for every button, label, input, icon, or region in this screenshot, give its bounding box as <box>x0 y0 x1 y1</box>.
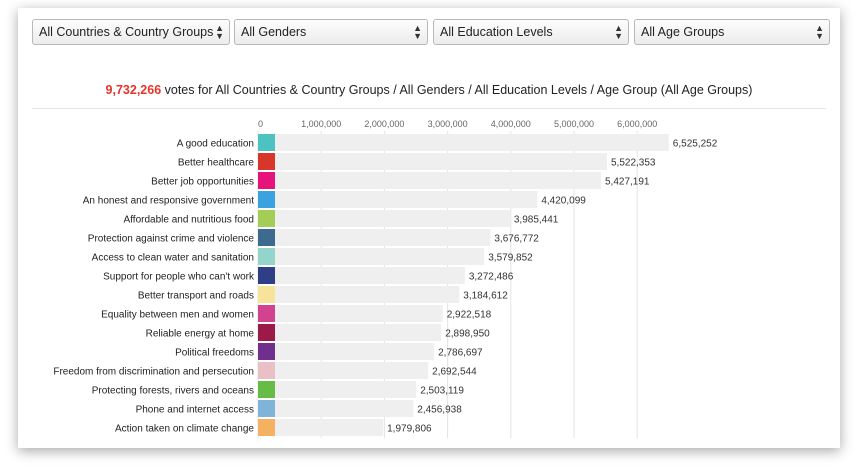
vote-count: 9,732,266 <box>105 83 162 97</box>
value-label: 2,503,119 <box>420 386 464 397</box>
value-label: 5,522,353 <box>611 158 656 169</box>
category-label: Better transport and roads <box>138 291 254 302</box>
bar <box>258 229 491 246</box>
bar-color-swatch <box>258 381 275 398</box>
x-tick-label: 5,000,000 <box>554 119 594 129</box>
x-tick-label: 1,000,000 <box>301 119 341 129</box>
bar <box>258 210 510 227</box>
bar <box>258 305 443 322</box>
bar <box>258 286 460 303</box>
bar-color-swatch <box>258 153 275 170</box>
bar-color-swatch <box>258 267 275 284</box>
category-label: Better job opportunities <box>151 177 254 188</box>
bar-color-swatch <box>258 210 275 227</box>
bar-color-swatch <box>258 362 275 379</box>
bar <box>258 191 538 208</box>
bar <box>258 381 417 398</box>
bar <box>258 419 384 436</box>
value-label: 2,456,938 <box>417 405 462 416</box>
bar-chart: 0 1,000,000 2,000,000 3,000,000 4,000,000 5,0… <box>53 119 718 438</box>
category-label: Equality between men and women <box>101 310 254 321</box>
bar <box>258 343 435 360</box>
value-label: 2,786,697 <box>438 348 483 359</box>
category-label: An honest and responsive government <box>83 196 254 207</box>
value-label: 6,525,252 <box>673 139 718 150</box>
bar <box>258 134 669 151</box>
x-tick-label: 3,000,000 <box>428 119 468 129</box>
x-tick-label: 0 <box>258 119 263 129</box>
vote-summary-text: votes for All Countries & Country Groups… <box>161 83 753 97</box>
bar <box>258 248 485 265</box>
country-select[interactable]: All Countries & Country Groups ▲ ▼ <box>32 19 230 45</box>
bar-color-swatch <box>258 324 275 341</box>
category-label: Better healthcare <box>178 158 255 169</box>
value-label: 3,184,612 <box>463 291 508 302</box>
select-arrows-icon: ▲ ▼ <box>614 23 623 41</box>
select-arrows-icon: ▲ ▼ <box>215 23 224 41</box>
value-label: 2,922,518 <box>447 310 492 321</box>
value-label: 2,898,950 <box>445 329 490 340</box>
education-select-value: All Education Levels <box>440 25 553 39</box>
bar <box>258 153 608 170</box>
value-label: 3,272,486 <box>469 272 514 283</box>
select-arrows-icon: ▲ ▼ <box>413 23 422 41</box>
divider <box>32 108 826 109</box>
gender-select-value: All Genders <box>241 25 307 39</box>
bar-color-swatch <box>258 172 275 189</box>
bar <box>258 362 429 379</box>
category-label: Affordable and nutritious food <box>124 215 254 226</box>
value-label: 3,676,772 <box>494 234 539 245</box>
bar <box>258 400 414 417</box>
age-select[interactable]: All Age Groups ▲ ▼ <box>634 19 830 45</box>
value-label: 2,692,544 <box>432 367 477 378</box>
category-label: Political freedoms <box>175 348 254 359</box>
vote-summary: 9,732,266 votes for All Countries & Coun… <box>18 83 840 97</box>
x-tick-label: 2,000,000 <box>364 119 404 129</box>
value-label: 5,427,191 <box>605 177 650 188</box>
x-tick-label: 4,000,000 <box>491 119 531 129</box>
age-select-value: All Age Groups <box>641 25 725 39</box>
gender-select[interactable]: All Genders ▲ ▼ <box>234 19 428 45</box>
category-label: Protection against crime and violence <box>88 234 255 245</box>
value-label: 4,420,099 <box>541 196 586 207</box>
bar-color-swatch <box>258 343 275 360</box>
bar-color-swatch <box>258 286 275 303</box>
education-select[interactable]: All Education Levels ▲ ▼ <box>433 19 629 45</box>
bar <box>258 267 465 284</box>
country-select-value: All Countries & Country Groups <box>39 25 214 39</box>
bar <box>258 324 442 341</box>
category-label: Support for people who can't work <box>103 272 255 283</box>
x-tick-label: 6,000,000 <box>617 119 657 129</box>
bar-color-swatch <box>258 419 275 436</box>
category-label: Action taken on climate change <box>115 424 254 435</box>
bar <box>258 172 601 189</box>
select-arrows-icon: ▲ ▼ <box>815 23 824 41</box>
bar-color-swatch <box>258 229 275 246</box>
bar-color-swatch <box>258 400 275 417</box>
category-label: Access to clean water and sanitation <box>92 253 254 264</box>
category-label: Freedom from discrimination and persecut… <box>53 367 254 378</box>
value-label: 1,979,806 <box>387 424 432 435</box>
bar-color-swatch <box>258 305 275 322</box>
value-label: 3,579,852 <box>488 253 533 264</box>
chart-card: All Countries & Country Groups ▲ ▼ All Ge… <box>18 8 840 448</box>
bar-color-swatch <box>258 248 275 265</box>
bar-color-swatch <box>258 191 275 208</box>
category-label: A good education <box>177 139 254 150</box>
bar-color-swatch <box>258 134 275 151</box>
category-label: Reliable energy at home <box>146 329 255 340</box>
value-label: 3,985,441 <box>514 215 559 226</box>
category-label: Protecting forests, rivers and oceans <box>92 386 254 397</box>
category-label: Phone and internet access <box>136 405 254 416</box>
